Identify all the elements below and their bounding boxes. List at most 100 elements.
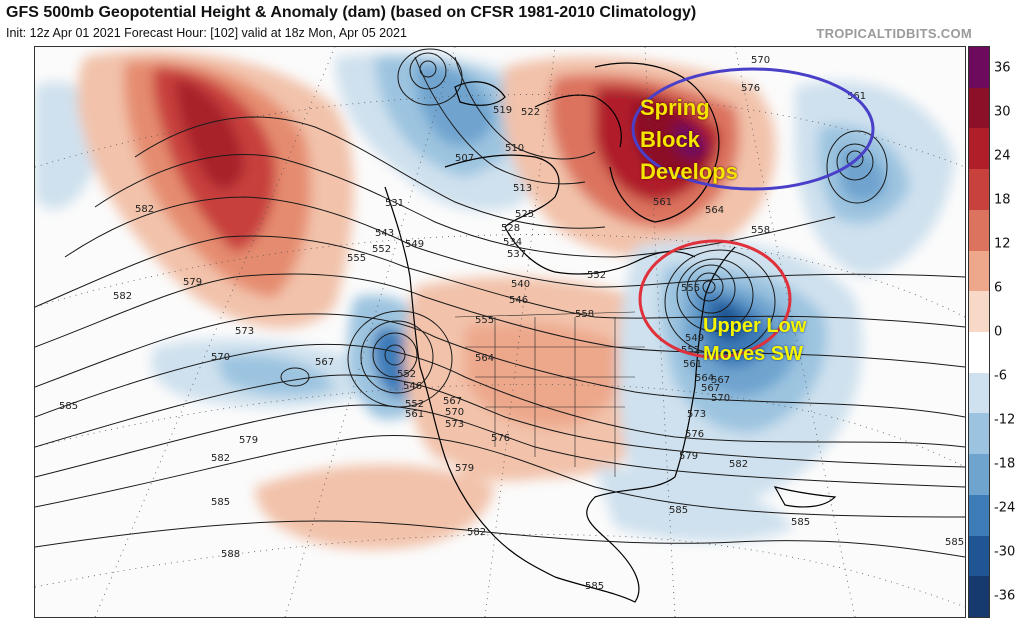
contour-label: 582: [135, 204, 154, 215]
colorbar-segment: [969, 535, 989, 577]
colorbar-label: 36: [994, 60, 1011, 76]
upper-low-annotation: Upper Low Moves SW: [703, 312, 806, 368]
contour-label: 558: [751, 225, 770, 236]
contour-label: 549: [685, 333, 704, 344]
contour-label: 549: [405, 239, 424, 250]
colorbar-segment: [969, 209, 989, 252]
colorbar-label: -18: [994, 456, 1016, 472]
contour-label: 564: [705, 205, 724, 216]
colorbar-label: 0: [994, 324, 1003, 340]
height-contours: [35, 48, 965, 558]
anomaly-field: [35, 50, 955, 550]
annotation-line: Develops: [640, 159, 738, 184]
colorbar-segment: [969, 250, 989, 292]
contour-label: 531: [385, 198, 404, 209]
contour-label: 585: [791, 517, 810, 528]
colorbar-label: -12: [994, 412, 1016, 428]
contour-label: 573: [235, 326, 254, 337]
contour-label: 546: [509, 295, 528, 306]
anomaly-colorbar: [968, 46, 990, 618]
contour-label: 579: [183, 277, 202, 288]
contour-label: 570: [711, 393, 730, 404]
colorbar-label: -24: [994, 500, 1016, 516]
upper-low-circle: [638, 239, 792, 359]
contour-label: 582: [211, 453, 230, 464]
contour-label: 573: [687, 409, 706, 420]
colorbar-segment: [969, 454, 989, 496]
colorbar-label: -36: [994, 588, 1016, 604]
contour-label: 552: [587, 270, 606, 281]
contour-label: 552: [397, 369, 416, 380]
annotation-line: Moves SW: [703, 343, 804, 365]
contour-label: 555: [475, 315, 494, 326]
colorbar-label: -30: [994, 544, 1016, 560]
contour-label: 567: [711, 375, 730, 386]
contour-label: 585: [59, 401, 78, 412]
contour-label: 573: [445, 419, 464, 430]
spring-block-annotation: Spring Block Develops: [640, 92, 738, 188]
colorbar-label: 24: [994, 148, 1011, 164]
contour-label: 585: [211, 497, 230, 508]
contour-label: 582: [467, 527, 486, 538]
contour-label: 552: [681, 345, 700, 356]
contour-label: 579: [679, 451, 698, 462]
contour-label: 582: [729, 459, 748, 470]
contour-label: 534: [503, 237, 522, 248]
brand-watermark: TROPICALTIDBITS.COM: [816, 26, 972, 41]
colorbar-segment: [969, 128, 989, 170]
contour-label: 543: [375, 228, 394, 239]
contour-label: 558: [575, 309, 594, 320]
contour-label: 570: [445, 407, 464, 418]
colorbar-segment: [969, 332, 989, 374]
contour-labels: 582 579 582 573 570 567 579 582 585 585 …: [59, 55, 964, 592]
contour-label: 522: [521, 107, 540, 118]
contour-label: 552: [372, 244, 391, 255]
contour-label: 585: [669, 505, 688, 516]
contour-label: 570: [211, 352, 230, 363]
colorbar-label: 30: [994, 104, 1011, 120]
contour-label: 555: [681, 283, 700, 294]
colorbar-segment: [969, 291, 989, 333]
contour-label: 567: [701, 383, 720, 394]
contour-label: 576: [491, 433, 510, 444]
spring-block-circle: [631, 67, 875, 191]
contour-label: 546: [403, 381, 422, 392]
contour-label: 585: [585, 581, 604, 592]
contour-label: 576: [741, 83, 760, 94]
contour-label: 579: [455, 463, 474, 474]
map-title: GFS 500mb Geopotential Height & Anomaly …: [6, 4, 697, 21]
header: GFS 500mb Geopotential Height & Anomaly …: [0, 0, 1024, 46]
colorbar-segment: [969, 87, 989, 129]
contour-label: 564: [695, 373, 714, 384]
contour-label: 513: [513, 183, 532, 194]
contour-label: 510: [505, 143, 524, 154]
colorbar-label: 18: [994, 192, 1011, 208]
contour-label: 561: [683, 359, 702, 370]
map-canvas: 582 579 582 573 570 567 579 582 585 585 …: [35, 47, 965, 617]
contour-label: 588: [221, 549, 240, 560]
contour-label: 552: [405, 399, 424, 410]
contour-label: 567: [443, 396, 462, 407]
contour-label: 528: [501, 223, 520, 234]
colorbar-segment: [969, 47, 989, 89]
colorbar-segment: [969, 169, 989, 211]
contour-label: 519: [493, 105, 512, 116]
annotation-line: Spring: [640, 95, 710, 120]
contour-label: 540: [511, 279, 530, 290]
colorbar-label: 12: [994, 236, 1011, 252]
contour-label: 585: [945, 537, 964, 548]
contour-label: 561: [405, 409, 424, 420]
contour-label: 576: [685, 429, 704, 440]
contour-label: 555: [347, 253, 366, 264]
colorbar-segment: [969, 576, 989, 618]
annotation-line: Upper Low: [703, 315, 807, 337]
contour-label: 567: [315, 357, 334, 368]
contour-label: 561: [847, 91, 866, 102]
contour-label: 564: [475, 353, 494, 364]
colorbar-label: 6: [994, 280, 1003, 296]
contour-label: 570: [751, 55, 770, 66]
contour-label: 525: [515, 209, 534, 220]
colorbar-label: -6: [994, 368, 1007, 384]
contour-label: 507: [455, 153, 474, 164]
contour-label: 561: [653, 197, 672, 208]
